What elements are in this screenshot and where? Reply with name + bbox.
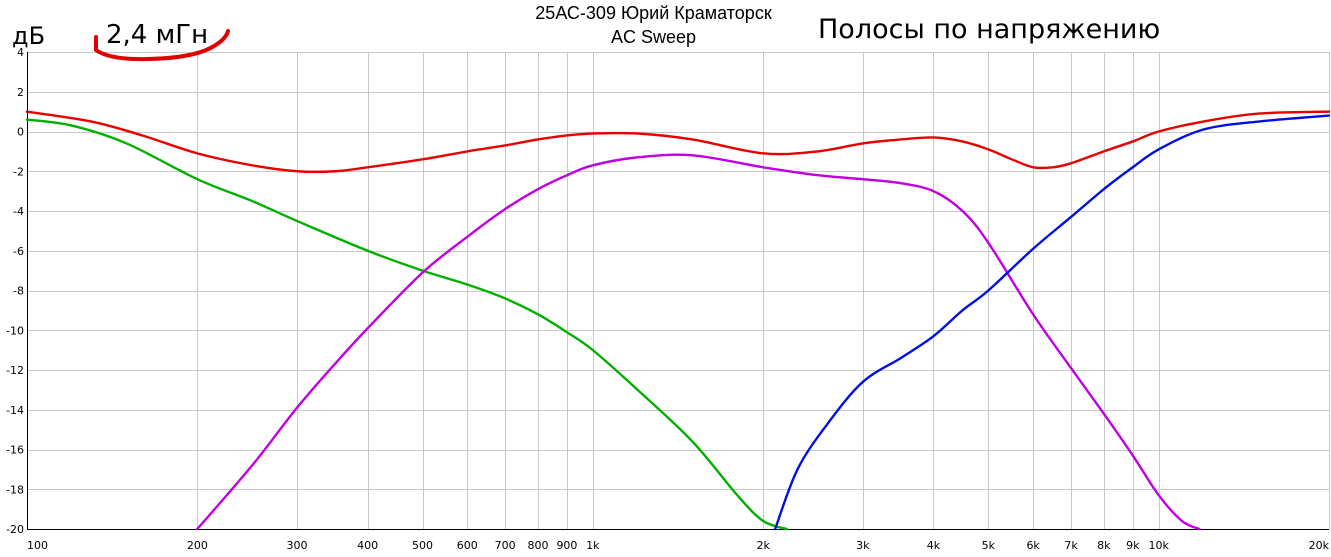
x-tick-label: 3k: [856, 539, 870, 552]
x-tick-label: 900: [556, 539, 577, 552]
analysis-mode-label: AC Sweep: [610, 27, 697, 47]
x-tick-label: 300: [286, 539, 307, 552]
y-tick-labels: 4 2 0 -2 -4 -6 -8 -10 -12 -14 -16 -18 -20: [6, 46, 24, 536]
x-tick-label: 100: [27, 539, 48, 552]
y-tick-label: -12: [6, 364, 24, 377]
y-tick-label: -2: [13, 165, 24, 178]
curve-tweeter: [773, 114, 1331, 531]
y-tick-label: -4: [13, 205, 24, 218]
x-tick-label: 20k: [1309, 539, 1330, 552]
y-tick-label: -10: [6, 324, 24, 337]
x-tick-label: 2k: [756, 539, 770, 552]
x-tick-label: 8k: [1097, 539, 1111, 552]
curve-mid: [196, 153, 1201, 531]
x-tick-label: 200: [187, 539, 208, 552]
x-tick-label: 5k: [982, 539, 996, 552]
y-tick-label: -18: [6, 483, 24, 496]
x-tick-label: 4k: [927, 539, 941, 552]
y-tick-label: -8: [13, 285, 24, 298]
y-tick-label: -6: [13, 245, 24, 258]
y-tick-label: -20: [6, 523, 24, 536]
grid: [27, 52, 1330, 530]
x-tick-labels: 100 200 300 400 500 600 700 800 900 1k 2k 3k 4k 5k 6k 7…: [27, 539, 1330, 552]
y-tick-label: 4: [17, 46, 24, 59]
inductance-annotation: 2,4 мГн: [106, 20, 209, 50]
x-tick-label: 9k: [1126, 539, 1140, 552]
annotation-underline: [94, 29, 230, 62]
chart-title: 25АС-309 Юрий Краматорск: [535, 3, 772, 23]
chart-subtitle: Полосы по напряжению: [818, 14, 1161, 45]
x-tick-label: 600: [457, 539, 478, 552]
x-tick-label: 10k: [1148, 539, 1169, 552]
y-axis-label: дБ: [12, 22, 46, 50]
response-curves: [25, 110, 1331, 531]
curve-woofer: [25, 118, 788, 531]
x-tick-label: 6k: [1026, 539, 1040, 552]
x-tick-label: 800: [527, 539, 548, 552]
y-tick-label: -16: [6, 444, 24, 457]
y-tick-label: 0: [17, 126, 24, 139]
x-tick-label: 7k: [1064, 539, 1078, 552]
x-tick-label: 400: [357, 539, 378, 552]
y-tick-label: 2: [17, 86, 24, 99]
x-tick-label: 700: [495, 539, 516, 552]
y-tick-label: -14: [6, 404, 24, 417]
curve-total: [25, 110, 1331, 174]
x-tick-label: 1k: [586, 539, 600, 552]
x-tick-label: 500: [412, 539, 433, 552]
